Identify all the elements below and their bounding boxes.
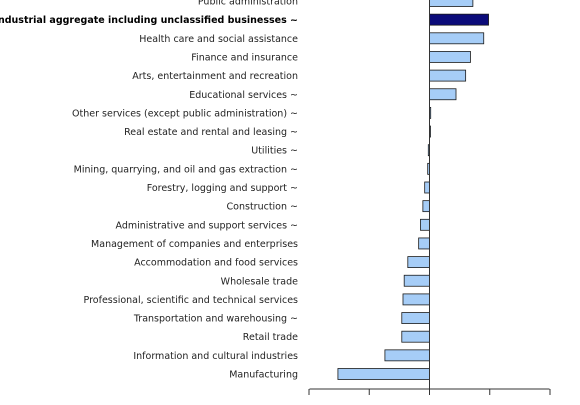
category-label-14: Accommodation and food services — [134, 258, 298, 269]
category-label-9: Mining, quarrying, and oil and gas extra… — [74, 164, 298, 175]
bar-3 — [429, 51, 471, 63]
bar-19 — [384, 349, 430, 362]
bar-15 — [403, 274, 430, 287]
bar-5 — [429, 88, 457, 101]
bar-16 — [402, 293, 430, 306]
bar-4 — [429, 69, 467, 82]
bar-11 — [422, 200, 430, 213]
category-label-4: Arts, entertainment and recreation — [132, 71, 298, 82]
bar-12 — [420, 218, 430, 231]
category-label-0: Public administration — [198, 0, 298, 8]
category-label-16: Professional, scientific and technical s… — [84, 295, 299, 306]
category-label-3: Finance and insurance — [191, 52, 298, 63]
category-label-11: Construction ~ — [227, 202, 298, 213]
bar-2 — [429, 32, 485, 45]
category-label-20: Manufacturing — [229, 370, 298, 381]
x-axis — [308, 0, 551, 395]
bar-14 — [407, 256, 430, 269]
category-label-10: Forestry, logging and support ~ — [147, 183, 298, 194]
category-label-6: Other services (except public administra… — [72, 108, 298, 119]
bar-10 — [424, 181, 430, 194]
category-label-8: Utilities ~ — [251, 146, 298, 157]
category-label-13: Management of companies and enterprises — [91, 239, 298, 250]
category-label-7: Real estate and rental and leasing ~ — [124, 127, 298, 138]
bar-20 — [337, 368, 430, 380]
category-label-19: Information and cultural industries — [133, 351, 298, 362]
bar-17 — [401, 312, 430, 324]
bar-18 — [401, 330, 430, 343]
category-label-1: Industrial aggregate including unclassif… — [0, 15, 298, 26]
bars-group — [337, 0, 489, 380]
bar-0 — [429, 0, 474, 7]
category-label-17: Transportation and warehousing ~ — [133, 314, 298, 325]
category-label-2: Health care and social assistance — [139, 34, 298, 45]
bar-13 — [418, 237, 430, 250]
category-label-5: Educational services ~ — [189, 90, 298, 101]
category-label-12: Administrative and support services ~ — [115, 220, 298, 231]
category-label-15: Wholesale trade — [221, 276, 298, 287]
category-labels-group: Public administration Industrial aggregat… — [0, 0, 298, 381]
category-label-18: Retail trade — [243, 332, 298, 343]
bar-1 — [429, 13, 489, 26]
